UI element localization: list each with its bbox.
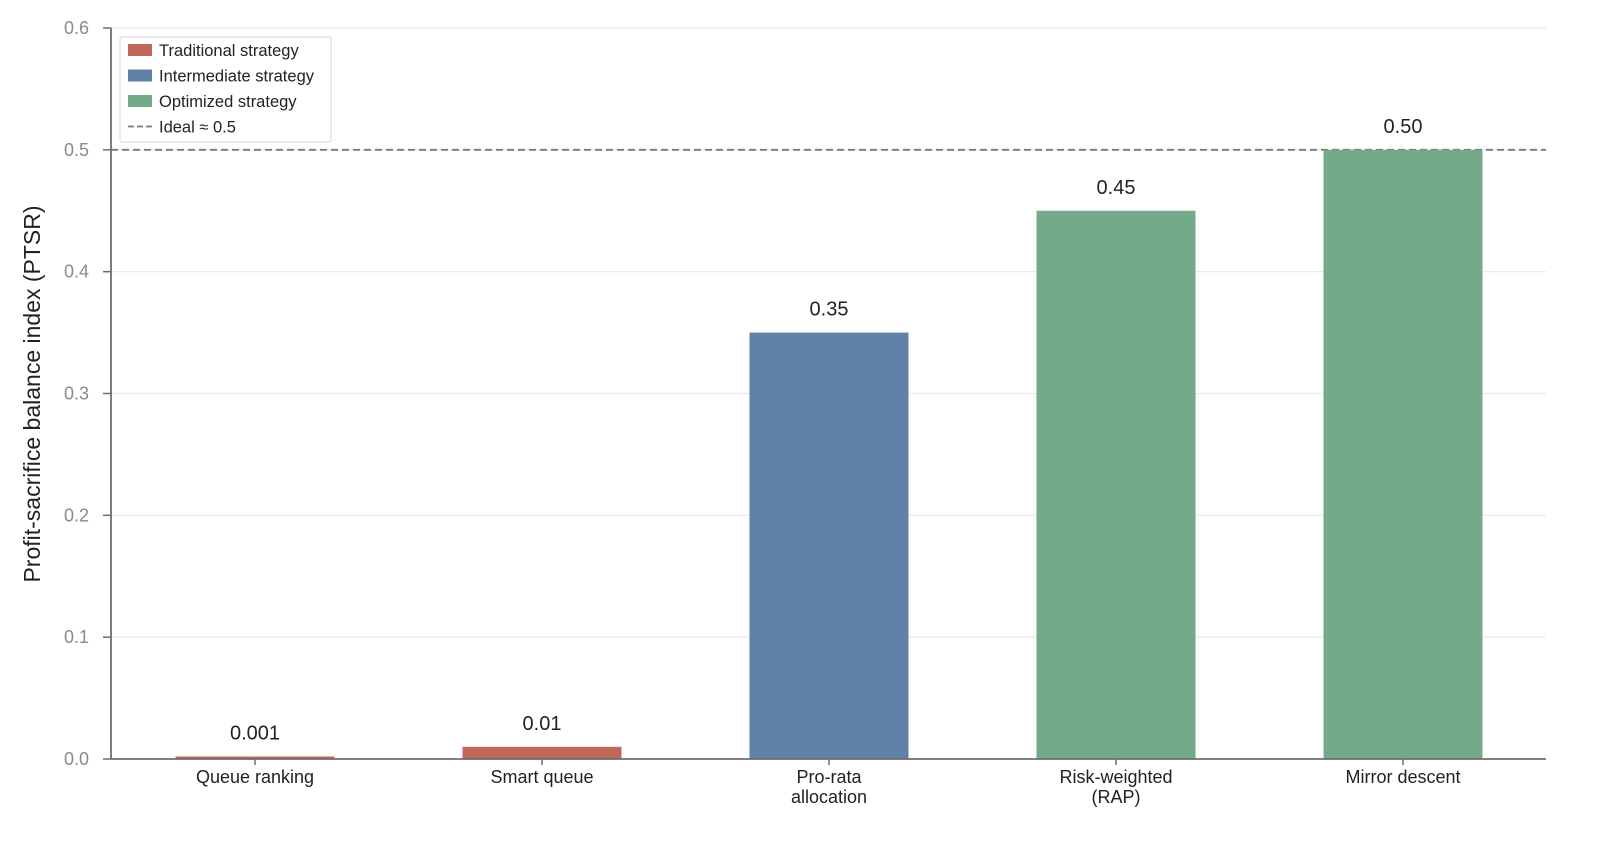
y-tick-label: 0.3 [64,384,89,404]
legend-label: Traditional strategy [159,42,299,60]
legend-label: Intermediate strategy [159,68,315,86]
x-tick-label: Mirror descent [1345,767,1460,787]
bar [175,756,335,759]
x-tick-label: Queue ranking [196,767,314,787]
axes [103,27,1546,765]
bar [1323,149,1483,760]
y-tick-label: 0.4 [64,262,89,282]
legend-swatch [128,44,152,56]
bars [175,149,1483,760]
y-tick-label: 0.0 [64,749,89,769]
y-tick-label: 0.6 [64,18,89,38]
legend-label: Optimized strategy [159,93,297,111]
value-label: 0.45 [1097,177,1136,199]
value-label: 0.35 [810,299,849,321]
x-tick-label: Pro-rata allocation [791,767,867,807]
value-label: 0.001 [230,723,280,745]
x-tick-label-line: Risk-weighted [1059,767,1172,787]
legend-label: Ideal ≈ 0.5 [159,119,236,137]
y-tick-label: 0.5 [64,140,89,160]
legend: Traditional strategy Intermediate strateg… [119,36,332,143]
y-tick-label: 0.1 [64,627,89,647]
x-tick-label-line: Pro-rata [796,767,862,787]
bar [1036,210,1196,759]
x-tick-label-line: allocation [791,787,867,807]
y-axis-title: Profit-sacrifice balance index (PTSR) [19,205,45,582]
legend-swatch [128,95,152,107]
x-tick-label-line: (RAP) [1092,787,1141,807]
x-tick-label: Smart queue [490,767,593,787]
labels: 0.0 0.1 0.2 0.3 0.4 0.5 0.6 0.001 Queue ranking 0… [64,18,1461,807]
x-tick-label-line: Mirror descent [1345,767,1460,787]
y-tick-label: 0.2 [64,505,89,525]
legend-swatch [128,69,152,82]
value-label: 0.50 [1384,116,1423,138]
bar [749,332,909,759]
value-label: 0.01 [523,713,562,735]
legend-box [119,36,332,143]
x-tick-label: Risk-weighted (RAP) [1059,767,1172,807]
x-tick-label-line: Smart queue [490,767,593,787]
x-tick-label-line: Queue ranking [196,767,314,787]
bar [462,746,622,759]
